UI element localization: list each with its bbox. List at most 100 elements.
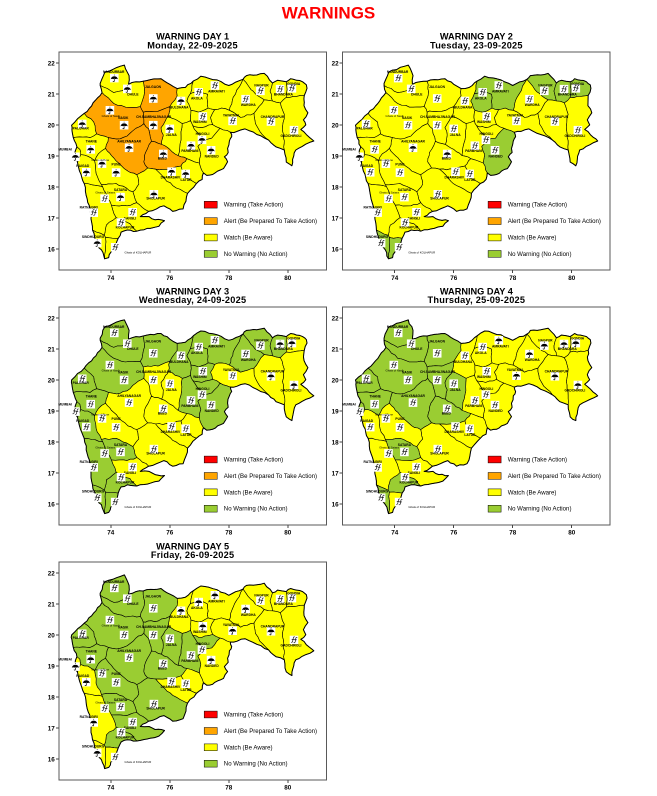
- svg-text:HINGOLI: HINGOLI: [480, 387, 494, 391]
- svg-text:21: 21: [48, 92, 56, 99]
- svg-text:YAVATMAL: YAVATMAL: [507, 113, 524, 117]
- svg-text:PARBHANI: PARBHANI: [465, 149, 482, 153]
- svg-text:HINGOLI: HINGOLI: [196, 132, 210, 136]
- svg-text:21: 21: [332, 92, 340, 99]
- svg-text:20: 20: [332, 123, 340, 130]
- svg-text:76: 76: [450, 275, 458, 282]
- svg-text:18: 18: [48, 439, 56, 446]
- svg-text:GADCHIROLI: GADCHIROLI: [281, 644, 302, 648]
- svg-text:CH.SAMBHAJINAGAR: CH.SAMBHAJINAGAR: [420, 370, 456, 374]
- svg-text:Ghats of Pune: Ghats of Pune: [375, 413, 393, 417]
- svg-text:THANE: THANE: [86, 650, 98, 654]
- svg-text:JALGAON: JALGAON: [145, 595, 162, 599]
- svg-text:CHANDRAPUR: CHANDRAPUR: [261, 625, 285, 629]
- svg-text:YAVATMAL: YAVATMAL: [223, 623, 240, 627]
- svg-text:SANGLI: SANGLI: [124, 726, 137, 730]
- svg-text:AMRAVATI: AMRAVATI: [208, 344, 225, 348]
- svg-text:DHARASHIV: DHARASHIV: [161, 685, 181, 689]
- svg-text:Watch (Be Aware): Watch (Be Aware): [224, 744, 273, 751]
- svg-text:74: 74: [107, 530, 115, 537]
- svg-text:PALGHAR: PALGHAR: [357, 381, 374, 385]
- svg-text:GADCHIROLI: GADCHIROLI: [281, 389, 302, 393]
- svg-text:NASIK: NASIK: [118, 626, 129, 630]
- svg-text:78: 78: [225, 530, 233, 537]
- svg-text:DHARASHIV: DHARASHIV: [161, 175, 181, 179]
- svg-text:Alert (Be Prepared To Take Act: Alert (Be Prepared To Take Action): [508, 473, 601, 480]
- svg-text:THANE: THANE: [370, 395, 382, 399]
- svg-text:PALGHAR: PALGHAR: [73, 636, 90, 640]
- svg-text:NAGPUR: NAGPUR: [254, 593, 269, 597]
- svg-text:PUNE: PUNE: [112, 672, 122, 676]
- svg-text:Ghats of Nasik: Ghats of Nasik: [102, 624, 121, 628]
- svg-text:WARNING DAY 4: WARNING DAY 4: [440, 287, 514, 297]
- svg-text:BEED: BEED: [442, 411, 452, 415]
- svg-text:80: 80: [284, 530, 292, 537]
- svg-text:21: 21: [332, 346, 340, 353]
- svg-text:NANDURBAR: NANDURBAR: [387, 70, 409, 74]
- svg-text:78: 78: [509, 530, 517, 537]
- svg-text:KOLHAPUR: KOLHAPUR: [116, 480, 135, 484]
- svg-text:PALGHAR: PALGHAR: [73, 381, 90, 385]
- svg-text:BHANDARA: BHANDARA: [274, 602, 294, 606]
- svg-text:NASIK: NASIK: [402, 116, 413, 120]
- svg-text:PARBHANI: PARBHANI: [181, 659, 198, 663]
- svg-text:SHOLAPUR: SHOLAPUR: [146, 706, 165, 710]
- svg-text:WASHIM: WASHIM: [193, 630, 207, 634]
- svg-text:DHULE: DHULE: [127, 92, 139, 96]
- svg-text:CH.SAMBHAJINAGAR: CH.SAMBHAJINAGAR: [136, 625, 172, 629]
- svg-text:SANGLI: SANGLI: [124, 471, 137, 475]
- svg-text:WARNING DAY 3: WARNING DAY 3: [156, 287, 229, 297]
- svg-text:Alert (Be Prepared To Take Act: Alert (Be Prepared To Take Action): [508, 218, 601, 225]
- svg-text:WARDHA: WARDHA: [525, 103, 540, 107]
- svg-text:AKOLA: AKOLA: [475, 351, 487, 355]
- svg-text:PALGHAR: PALGHAR: [73, 126, 90, 130]
- svg-text:17: 17: [48, 470, 56, 477]
- svg-text:18: 18: [48, 694, 56, 701]
- svg-text:76: 76: [166, 530, 174, 537]
- svg-text:THANE: THANE: [86, 395, 98, 399]
- svg-text:BEED: BEED: [158, 157, 168, 161]
- svg-text:Ghats of Pune: Ghats of Pune: [91, 158, 109, 162]
- svg-text:80: 80: [284, 785, 292, 791]
- svg-text:KOLHAPUR: KOLHAPUR: [400, 480, 419, 484]
- svg-text:PUNE: PUNE: [112, 162, 122, 166]
- svg-text:Watch (Be Aware): Watch (Be Aware): [508, 235, 557, 242]
- svg-text:Ghats of Pune: Ghats of Pune: [375, 158, 393, 162]
- svg-text:Warning (Take Action): Warning (Take Action): [224, 202, 283, 209]
- svg-text:78: 78: [509, 275, 517, 282]
- svg-text:SANGLI: SANGLI: [124, 216, 137, 220]
- svg-text:JALNA: JALNA: [450, 388, 462, 392]
- svg-text:BEED: BEED: [442, 157, 452, 161]
- svg-text:MUMBAI: MUMBAI: [58, 657, 72, 661]
- svg-text:Ghats of Nasik: Ghats of Nasik: [102, 369, 121, 373]
- svg-text:AHILYANAGAR: AHILYANAGAR: [117, 649, 141, 653]
- svg-text:JALNA: JALNA: [166, 388, 178, 392]
- svg-text:JALNA: JALNA: [450, 133, 462, 137]
- svg-text:No Warning (No Action): No Warning (No Action): [224, 506, 288, 513]
- svg-text:No Warning (No Action): No Warning (No Action): [508, 251, 572, 258]
- svg-text:74: 74: [107, 785, 115, 791]
- svg-text:BULDHANA: BULDHANA: [170, 105, 189, 109]
- svg-text:Ghats of Satara: Ghats of Satara: [95, 445, 115, 449]
- svg-text:19: 19: [332, 408, 340, 415]
- svg-text:WARNING DAY 1: WARNING DAY 1: [156, 32, 229, 42]
- svg-text:Warning (Take Action): Warning (Take Action): [224, 457, 283, 464]
- svg-text:PUNE: PUNE: [395, 162, 405, 166]
- svg-text:RATNAGIRI: RATNAGIRI: [80, 460, 98, 464]
- svg-text:GONDIA: GONDIA: [571, 337, 585, 341]
- svg-text:YAVATMAL: YAVATMAL: [223, 368, 240, 372]
- svg-text:17: 17: [332, 470, 340, 477]
- svg-text:RATNAGIRI: RATNAGIRI: [80, 715, 98, 719]
- svg-text:22: 22: [48, 570, 56, 577]
- svg-text:LATUR: LATUR: [181, 433, 193, 437]
- svg-text:21: 21: [48, 601, 56, 608]
- svg-text:SATARA: SATARA: [114, 698, 128, 702]
- svg-text:74: 74: [107, 275, 115, 282]
- svg-text:Watch (Be Aware): Watch (Be Aware): [224, 489, 273, 496]
- svg-text:Alert (Be Prepared To Take Act: Alert (Be Prepared To Take Action): [224, 473, 317, 480]
- svg-text:22: 22: [332, 61, 340, 68]
- svg-text:NANDED: NANDED: [489, 409, 504, 413]
- svg-text:Friday, 26-09-2025: Friday, 26-09-2025: [151, 550, 235, 560]
- svg-text:RAIGAD: RAIGAD: [360, 164, 374, 168]
- svg-text:DHULE: DHULE: [127, 602, 139, 606]
